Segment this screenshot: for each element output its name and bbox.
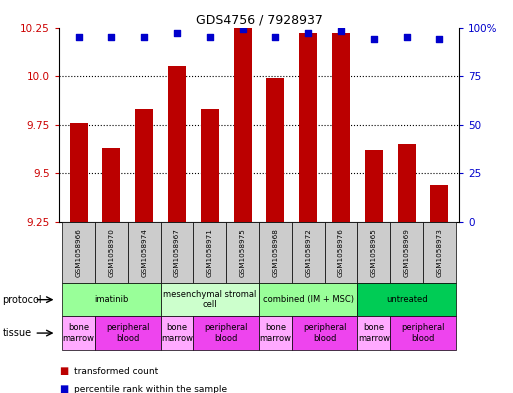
Text: bone
marrow: bone marrow [161, 323, 193, 343]
Point [271, 34, 280, 40]
Bar [358, 222, 390, 283]
Bar [95, 316, 161, 350]
Bar [292, 316, 358, 350]
Text: ■: ■ [59, 366, 68, 376]
Text: GSM1058965: GSM1058965 [371, 228, 377, 277]
Bar [358, 283, 456, 316]
Point [173, 30, 181, 37]
Text: GSM1058976: GSM1058976 [338, 228, 344, 277]
Text: GSM1058975: GSM1058975 [240, 228, 246, 277]
Text: imatinib: imatinib [94, 295, 129, 304]
Bar [390, 316, 456, 350]
Text: tissue: tissue [3, 328, 32, 338]
Bar [259, 283, 358, 316]
Text: GSM1058971: GSM1058971 [207, 228, 213, 277]
Text: bone
marrow: bone marrow [358, 323, 390, 343]
Text: transformed count: transformed count [74, 367, 159, 376]
Text: ■: ■ [59, 384, 68, 393]
Text: combined (IM + MSC): combined (IM + MSC) [263, 295, 354, 304]
Text: percentile rank within the sample: percentile rank within the sample [74, 385, 227, 393]
Text: GSM1058974: GSM1058974 [141, 228, 147, 277]
Point [239, 26, 247, 33]
Bar [62, 222, 95, 283]
Bar [266, 78, 285, 222]
Text: GSM1058973: GSM1058973 [437, 228, 442, 277]
Bar [62, 283, 161, 316]
Bar [70, 123, 88, 222]
Text: GSM1058970: GSM1058970 [108, 228, 114, 277]
Bar [259, 316, 292, 350]
Point [206, 34, 214, 40]
Text: protocol: protocol [3, 295, 42, 305]
Point [304, 30, 312, 37]
Point [403, 34, 411, 40]
Bar [325, 222, 358, 283]
Bar [332, 33, 350, 222]
Text: peripheral
blood: peripheral blood [106, 323, 150, 343]
Point [107, 34, 115, 40]
Bar [95, 222, 128, 283]
Bar [128, 222, 161, 283]
Text: GSM1058967: GSM1058967 [174, 228, 180, 277]
Text: mesenchymal stromal
cell: mesenchymal stromal cell [163, 290, 256, 309]
Bar [398, 144, 416, 222]
Point [370, 36, 378, 42]
Bar [390, 222, 423, 283]
Bar [292, 222, 325, 283]
Bar [358, 316, 390, 350]
Text: peripheral
blood: peripheral blood [303, 323, 346, 343]
Title: GDS4756 / 7928937: GDS4756 / 7928937 [195, 13, 323, 26]
Text: peripheral
blood: peripheral blood [205, 323, 248, 343]
Bar [161, 222, 193, 283]
Bar [259, 222, 292, 283]
Bar [135, 109, 153, 222]
Bar [62, 316, 95, 350]
Bar [201, 109, 219, 222]
Text: GSM1058972: GSM1058972 [305, 228, 311, 277]
Text: bone
marrow: bone marrow [63, 323, 95, 343]
Bar [226, 222, 259, 283]
Bar [168, 66, 186, 222]
Bar [193, 222, 226, 283]
Point [436, 36, 444, 42]
Text: bone
marrow: bone marrow [260, 323, 291, 343]
Bar [103, 148, 121, 222]
Bar [423, 222, 456, 283]
Text: untreated: untreated [386, 295, 427, 304]
Bar [299, 33, 317, 222]
Bar [161, 283, 259, 316]
Text: GSM1058968: GSM1058968 [272, 228, 279, 277]
Text: GSM1058966: GSM1058966 [76, 228, 82, 277]
Bar [193, 316, 259, 350]
Text: GSM1058969: GSM1058969 [404, 228, 410, 277]
Point [140, 34, 148, 40]
Bar [430, 185, 448, 222]
Bar [233, 28, 252, 222]
Text: peripheral
blood: peripheral blood [401, 323, 445, 343]
Point [74, 34, 83, 40]
Bar [161, 316, 193, 350]
Bar [365, 150, 383, 222]
Point [337, 28, 345, 35]
